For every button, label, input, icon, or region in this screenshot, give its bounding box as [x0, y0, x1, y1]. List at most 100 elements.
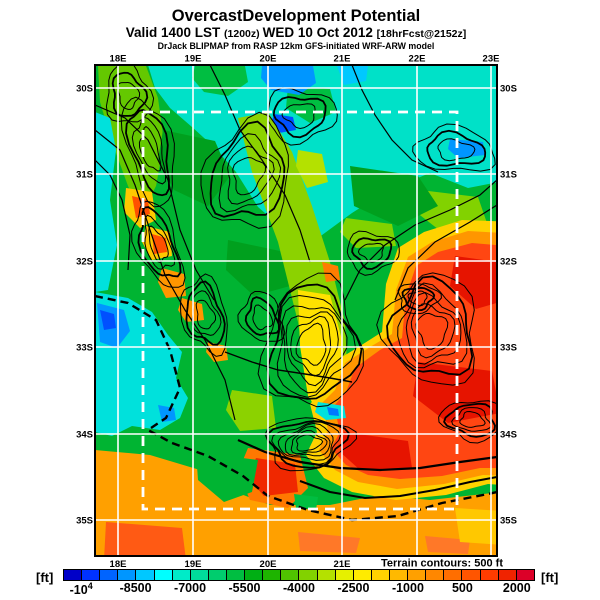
- lon-label-bottom: 21E: [334, 559, 351, 570]
- lat-label-right: 32S: [500, 257, 517, 268]
- contour-ring: [415, 312, 449, 350]
- colorbar-cell: [298, 570, 317, 580]
- contour-line: [95, 129, 236, 421]
- colorbar-scale: [63, 569, 535, 581]
- colorbar-cell: [244, 570, 263, 580]
- lat-label-right: 30S: [500, 84, 517, 95]
- colorbar-cell: [135, 570, 154, 580]
- lon-label-bottom: 20E: [260, 559, 277, 570]
- contour-ring: [232, 156, 267, 196]
- colorbar-tick: -104: [69, 581, 93, 598]
- chart-title: OvercastDevelopment Potential: [171, 7, 421, 25]
- colorbar-cell: [262, 570, 281, 580]
- colorbar-cell: [117, 570, 136, 580]
- contour-ring: [111, 71, 149, 117]
- contour-ring: [116, 81, 141, 110]
- contour-ring: [357, 242, 384, 263]
- contour-ring: [281, 103, 316, 130]
- colorbar-cell: [189, 570, 208, 580]
- contour-ring: [131, 200, 186, 288]
- region-east-red-core-1: [450, 256, 497, 309]
- contour-ring: [195, 299, 216, 330]
- contour-line: [344, 179, 497, 301]
- contour-ring: [459, 410, 486, 428]
- lat-label-left: 34S: [76, 430, 93, 441]
- contour-line: [209, 65, 311, 263]
- contour-ring: [284, 425, 331, 457]
- colorbar-cell: [352, 570, 371, 580]
- region-east-red-core-3: [340, 432, 412, 470]
- contour-line: [95, 104, 215, 301]
- contour-ring: [131, 116, 167, 185]
- colorbar-cell: [443, 570, 462, 580]
- colorbar-cell: [497, 570, 516, 580]
- chart-subtitle: Valid 1400 LST (1200z) WED 10 Oct 2012 […: [0, 25, 592, 40]
- contour-ring: [407, 290, 428, 307]
- colorbar-tick: 500: [451, 581, 473, 595]
- contour-ring: [426, 129, 487, 167]
- colorbar-cell: [334, 570, 353, 580]
- lat-label-right: 31S: [500, 170, 517, 181]
- region-ocean-red-2: [298, 532, 360, 553]
- contour-ring: [227, 145, 275, 205]
- contour-ring: [295, 434, 324, 452]
- colorbar-cell: [316, 570, 335, 580]
- region-central-yellowgreen-patch: [296, 150, 328, 188]
- contour-line: [95, 159, 131, 271]
- contour-ring: [346, 230, 400, 276]
- region-ocean-red-1: [104, 522, 186, 556]
- contour-ring: [397, 283, 442, 315]
- colorbar-unit-left: [ft]: [36, 570, 54, 585]
- map-border: [94, 64, 498, 557]
- contour-ring: [244, 296, 281, 336]
- terrain-note: Terrain contours: 500 ft: [381, 558, 503, 570]
- contour-ring: [138, 125, 162, 172]
- contour-ring: [179, 273, 228, 357]
- contour-ring: [386, 275, 474, 376]
- contour-line: [394, 204, 497, 301]
- contour-ring: [144, 214, 176, 270]
- colorbar-tick-exponent: 4: [87, 581, 93, 591]
- region-west-coast-cyan: [95, 112, 117, 292]
- colorbar-cell: [171, 570, 190, 580]
- contour-ring: [451, 407, 492, 432]
- lat-label-right: 34S: [500, 430, 517, 441]
- contour-ring: [410, 303, 456, 359]
- lon-label-top: 18E: [110, 54, 127, 65]
- lat-label-left: 30S: [76, 84, 93, 95]
- region-mid-orange-spot-2: [322, 262, 340, 282]
- region-dark-green-2: [350, 166, 438, 226]
- region-dark-green-3: [226, 240, 290, 296]
- contour-ring: [277, 422, 334, 461]
- chart-model-line: DrJack BLIPMAP from RASP 12km GFS-initia…: [157, 41, 435, 51]
- contour-ring: [376, 272, 475, 386]
- subtitle-segment: Valid 1400 LST: [125, 25, 225, 40]
- region-cape-blue-2: [158, 405, 176, 422]
- contour-ring: [266, 420, 351, 469]
- lon-label-top: 21E: [334, 54, 351, 65]
- lat-label-left: 33S: [76, 343, 93, 354]
- contour-ring: [437, 138, 476, 162]
- contour-ring: [148, 225, 169, 264]
- contour-ring: [237, 291, 286, 342]
- contour-line: [224, 351, 353, 383]
- colorbar-cell: [515, 570, 534, 580]
- contour-ring: [443, 402, 496, 438]
- contour-ring: [272, 96, 327, 139]
- colorbar-tick: -2500: [337, 581, 370, 595]
- colorbar-cell: [81, 570, 100, 580]
- contour-ring: [252, 304, 274, 331]
- colorbar-tick: -4000: [283, 581, 315, 595]
- lat-label-left: 32S: [76, 257, 93, 268]
- colorbar-cell: [280, 570, 299, 580]
- region-south-red-core: [248, 458, 298, 496]
- lon-label-bottom: 19E: [185, 559, 202, 570]
- colorbar-cell: [461, 570, 480, 580]
- colorbar-tick: -1000: [391, 581, 424, 595]
- contour-line: [299, 476, 497, 500]
- colorbar-cell: [479, 570, 498, 580]
- region-ocean-gold: [455, 508, 497, 545]
- colorbar-tick: -8500: [119, 581, 152, 595]
- colorbar-tick: -5500: [228, 581, 261, 595]
